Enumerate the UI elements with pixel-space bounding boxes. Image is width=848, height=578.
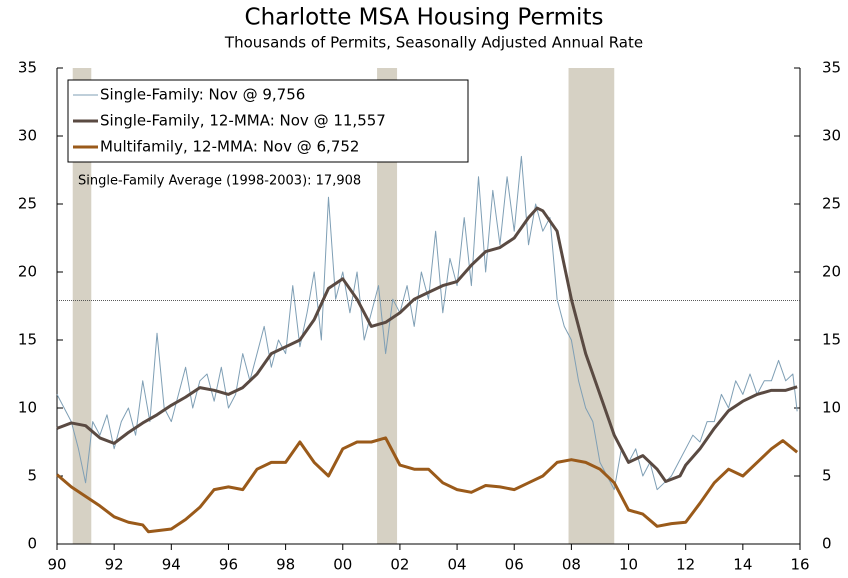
y2-tick-label: 10 bbox=[822, 399, 841, 417]
y-tick-label: 15 bbox=[18, 331, 37, 349]
y2-tick-label: 35 bbox=[822, 59, 841, 77]
x-tick-label: 14 bbox=[733, 556, 752, 574]
x-tick-label: 12 bbox=[676, 556, 695, 574]
legend-box bbox=[67, 79, 469, 163]
x-tick-label: 04 bbox=[448, 556, 467, 574]
y-tick-label: 5 bbox=[27, 467, 37, 485]
annotation: Single-Family Average (1998-2003): 17,90… bbox=[78, 174, 361, 189]
y-tick-label: 0 bbox=[27, 535, 37, 553]
x-tick-label: 02 bbox=[390, 556, 409, 574]
series-line bbox=[56, 206, 798, 483]
x-tick-label: 92 bbox=[105, 556, 124, 574]
chart-title: Charlotte MSA Housing Permits bbox=[245, 5, 604, 31]
chart-subtitle: Thousands of Permits, Seasonally Adjuste… bbox=[224, 34, 643, 52]
y2-tick-label: 5 bbox=[822, 467, 832, 485]
x-tick-label: 94 bbox=[162, 556, 181, 574]
x-tick-label: 08 bbox=[562, 556, 581, 574]
x-tick-label: 06 bbox=[505, 556, 524, 574]
y2-tick-label: 20 bbox=[822, 263, 841, 281]
y2-tick-label: 25 bbox=[822, 195, 841, 213]
series-line bbox=[56, 155, 798, 491]
y-tick-label: 10 bbox=[18, 399, 37, 417]
x-tick-label: 96 bbox=[219, 556, 238, 574]
y2-tick-label: 0 bbox=[822, 535, 832, 553]
y-tick-label: 30 bbox=[18, 127, 37, 145]
y2-tick-label: 15 bbox=[822, 331, 841, 349]
x-tick-label: 00 bbox=[333, 556, 352, 574]
y-tick-label: 35 bbox=[18, 59, 37, 77]
series-line bbox=[56, 436, 799, 534]
x-tick-label: 90 bbox=[47, 556, 66, 574]
y-tick-label: 25 bbox=[18, 195, 37, 213]
x-tick-label: 98 bbox=[276, 556, 295, 574]
y2-tick-label: 30 bbox=[822, 127, 841, 145]
y-tick-label: 20 bbox=[18, 263, 37, 281]
x-tick-label: 10 bbox=[619, 556, 638, 574]
legend-label: Multifamily, 12-MMA: Nov @ 6,752 bbox=[100, 138, 359, 156]
x-tick-label: 16 bbox=[790, 556, 809, 574]
recession-band bbox=[377, 68, 398, 544]
legend-label: Single-Family: Nov @ 9,756 bbox=[100, 86, 305, 104]
legend-label: Single-Family, 12-MMA: Nov @ 11,557 bbox=[100, 112, 386, 130]
recession-band bbox=[568, 68, 615, 544]
